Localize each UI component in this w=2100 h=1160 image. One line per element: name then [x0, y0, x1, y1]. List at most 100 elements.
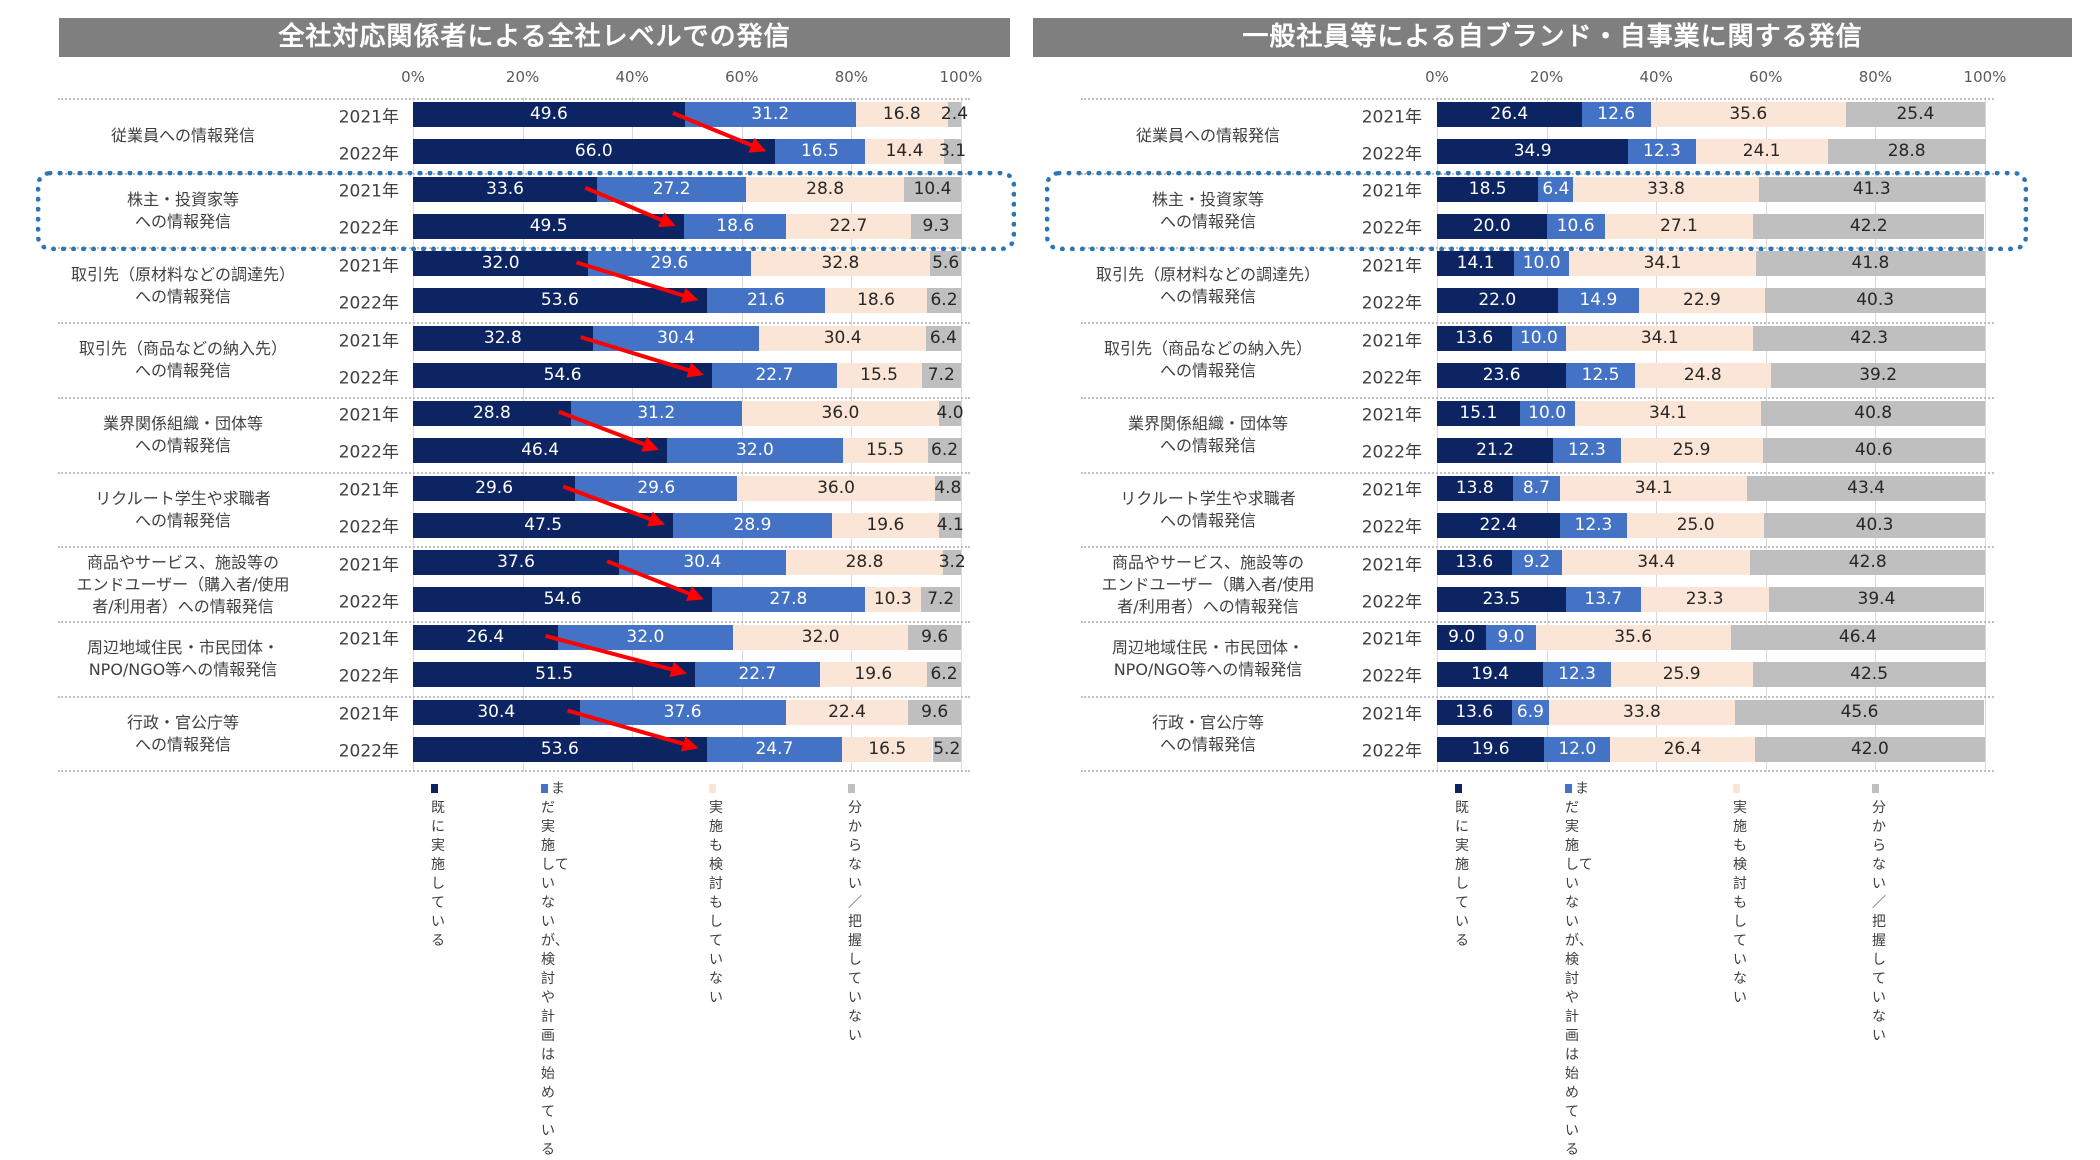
data-label: 49.5	[529, 215, 568, 236]
bar-segment-planning	[1581, 102, 1651, 127]
bar-segment-unknown	[927, 288, 961, 314]
bar-segment-not-considered	[1639, 288, 1765, 314]
bar-segment-unknown	[927, 661, 961, 687]
bar-segment-planning	[1559, 512, 1628, 538]
data-label: 7.2	[927, 365, 955, 386]
bar-segment-unknown	[1770, 363, 1986, 389]
x-tick-label: 40%	[1639, 68, 1673, 86]
bar-segment-not-considered	[1610, 736, 1755, 762]
gridline	[851, 97, 853, 772]
data-label: 24.8	[1683, 365, 1722, 386]
bar-segment-not-considered	[1610, 661, 1753, 687]
bar-segment-unknown	[908, 699, 961, 725]
data-label: 31.2	[751, 104, 790, 124]
data-label: 15.5	[860, 365, 898, 386]
bar-segment-not-considered	[1695, 139, 1828, 164]
data-label: 24.7	[755, 738, 794, 759]
bar-segment-implemented	[413, 550, 620, 576]
data-label: 32.8	[821, 253, 860, 274]
data-label: 32.0	[481, 253, 520, 274]
data-label: 6.2	[930, 290, 958, 311]
category-label: 取引先（原材料などの調達先） への情報発信	[70, 264, 295, 306]
bar-segment-planning	[706, 736, 843, 762]
data-label: 4.1	[936, 514, 964, 535]
bar-segment-not-considered	[1561, 550, 1751, 576]
data-label: 34.1	[1649, 402, 1687, 423]
data-label: 36.0	[821, 402, 860, 423]
group-separator	[1081, 770, 1994, 773]
data-label: 28.8	[1887, 141, 1926, 161]
data-label: 26.4	[1663, 738, 1702, 759]
group-separator	[1081, 471, 1994, 474]
bar-segment-unknown	[910, 213, 962, 239]
bar-segment-not-considered	[733, 624, 909, 650]
data-label: 3.2	[938, 552, 966, 573]
bar-segment-not-considered	[759, 326, 926, 352]
legend-label: まだ実施して いないが、検討や 計画は始めている	[541, 781, 569, 1158]
data-label: 43.4	[1847, 477, 1886, 498]
data-label: 45.6	[1840, 701, 1879, 722]
group-separator	[1081, 322, 1994, 325]
group-separator	[58, 620, 970, 623]
legend-label: 分からない／ 把握していない	[848, 800, 862, 1044]
bar-segment-unknown	[927, 437, 962, 463]
bar-segment-unknown	[932, 736, 961, 762]
year-label: 2022年	[1361, 741, 1422, 762]
bar-segment-planning	[712, 363, 837, 389]
legend-swatch	[848, 784, 855, 793]
data-label: 54.6	[543, 365, 582, 386]
year-label: 2021年	[1361, 331, 1422, 352]
category-label: 商品やサービス、施設等の エンドユーザー（購入者/使用 者/利用者）への情報発信	[76, 552, 290, 616]
data-label: 19.6	[866, 514, 905, 535]
data-label: 8.7	[1522, 477, 1550, 498]
group-separator	[58, 770, 970, 773]
data-label: 32.0	[736, 439, 774, 460]
category-label: 業界関係組織・団体等 への情報発信	[102, 414, 263, 456]
legend-item-implemented: 既に実施 している	[1455, 780, 1469, 951]
bar-segment-planning	[1512, 475, 1561, 501]
group-separator	[58, 98, 970, 100]
bar-segment-planning	[706, 288, 826, 314]
data-label: 7.2	[927, 589, 955, 610]
data-label: 28.9	[733, 514, 772, 535]
bar-segment-implemented	[1437, 102, 1582, 127]
bar-segment-unknown	[1764, 512, 1985, 538]
data-label: 26.4	[466, 626, 505, 647]
data-label: 24.1	[1742, 141, 1781, 161]
bar-segment-implemented	[413, 176, 598, 202]
category-label: 従業員への情報発信	[110, 126, 255, 146]
group-separator	[58, 695, 970, 698]
group-separator	[1081, 620, 1994, 623]
data-label: 12.0	[1558, 738, 1597, 759]
year-label: 2022年	[1361, 517, 1422, 538]
bar-segment-not-considered	[750, 251, 931, 277]
data-label: 32.8	[483, 328, 522, 349]
year-label: 2022年	[1361, 144, 1422, 164]
year-label: 2021年	[1361, 480, 1422, 501]
year-label: 2021年	[338, 107, 399, 127]
bar-segment-unknown	[920, 587, 961, 613]
legend-swatch	[709, 784, 716, 793]
bar-segment-not-considered	[1650, 102, 1846, 127]
bar-segment-implemented	[413, 400, 571, 426]
data-label: 34.1	[1643, 253, 1682, 274]
data-label: 47.5	[524, 514, 563, 535]
bar-segment-implemented	[1437, 475, 1513, 501]
bar-segment-not-considered	[842, 736, 933, 762]
data-label: 28.8	[806, 178, 845, 199]
bar-segment-implemented	[1437, 699, 1512, 725]
bar-segment-unknown	[930, 251, 961, 277]
gridline	[741, 97, 743, 772]
year-label: 2021年	[1361, 629, 1422, 650]
group-separator	[1081, 98, 1994, 100]
year-label: 2022年	[338, 517, 399, 538]
data-label: 41.3	[1852, 178, 1891, 199]
data-label: 30.4	[683, 552, 722, 573]
gridline	[1437, 97, 1438, 772]
data-label: 16.5	[800, 141, 839, 161]
bar-segment-planning	[1514, 251, 1570, 277]
x-tick-label: 100%	[1963, 68, 2007, 86]
data-label: 37.6	[663, 701, 702, 722]
bar-segment-not-considered	[785, 550, 944, 576]
bar-segment-not-considered	[785, 699, 909, 725]
